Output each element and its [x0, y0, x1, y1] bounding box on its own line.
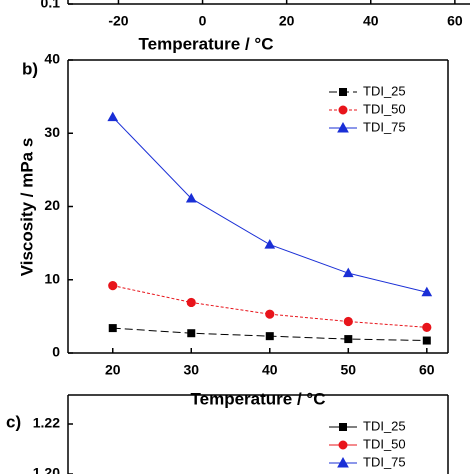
x-tick-label: 60 [447, 13, 463, 29]
legend-marker [339, 88, 347, 96]
marker [187, 329, 196, 338]
panel-label: b) [22, 59, 38, 78]
x-axis-label: Temperature / °C [191, 389, 326, 408]
y-tick-label: 1.22 [33, 415, 60, 431]
marker [265, 332, 274, 341]
marker [264, 239, 276, 249]
y-tick-label: 10 [44, 270, 60, 286]
series-line [112, 285, 427, 328]
legend-label: TDI_75 [363, 119, 406, 134]
marker [343, 316, 353, 327]
legend-label: TDI_25 [363, 83, 406, 98]
x-axis-label: Temperature / °C [139, 34, 274, 53]
legend-marker [337, 121, 349, 133]
x-tick-label: 50 [341, 362, 357, 378]
legend-label: TDI_75 [363, 454, 406, 469]
y-axis-label: Viscosity / mPa s [17, 138, 36, 277]
y-tick-label: 40 [44, 51, 60, 67]
y-tick-label: 0.1 [41, 0, 61, 11]
y-tick-label: 0 [52, 344, 60, 360]
legend-marker [339, 423, 347, 431]
marker [265, 309, 275, 319]
x-tick-label: 60 [419, 362, 435, 378]
x-tick-label: 0 [199, 13, 207, 29]
y-tick-label: 1.20 [33, 465, 60, 474]
x-tick-label: 40 [262, 362, 278, 378]
marker [422, 336, 431, 345]
y-tick-label: 30 [44, 124, 60, 140]
marker [108, 281, 118, 291]
x-tick-label: 20 [105, 362, 121, 378]
marker [185, 192, 197, 203]
marker [421, 286, 433, 297]
legend-marker [338, 105, 348, 115]
marker [108, 324, 117, 333]
marker [422, 322, 432, 332]
marker [344, 335, 353, 344]
series-line [112, 116, 427, 293]
legend-marker [337, 456, 349, 468]
legend-label: TDI_50 [363, 101, 406, 116]
x-tick-label: 30 [183, 362, 199, 378]
y-tick-label: 20 [44, 197, 60, 213]
legend-label: TDI_50 [363, 436, 406, 451]
marker [342, 267, 354, 278]
marker [186, 297, 196, 308]
panel-label: c) [6, 412, 21, 431]
x-tick-label: 40 [363, 13, 379, 29]
x-tick-label: 20 [279, 13, 295, 29]
legend-label: TDI_25 [363, 418, 406, 433]
legend-marker [338, 440, 348, 450]
marker [107, 111, 119, 122]
x-tick-label: -20 [108, 13, 128, 29]
